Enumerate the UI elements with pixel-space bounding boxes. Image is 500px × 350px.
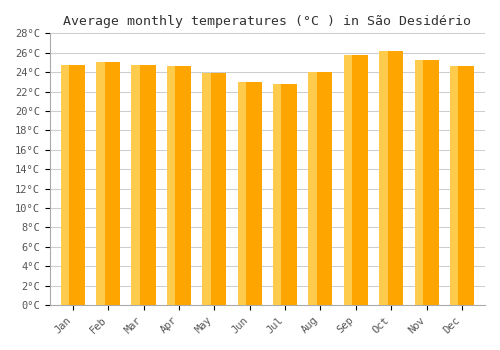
Bar xyxy=(344,55,368,305)
Bar xyxy=(167,66,191,305)
Bar xyxy=(450,66,458,305)
Bar xyxy=(202,73,210,305)
Bar xyxy=(308,72,317,305)
Bar xyxy=(379,51,404,305)
Bar xyxy=(96,62,104,305)
Bar xyxy=(414,61,438,305)
Bar xyxy=(167,66,175,305)
Title: Average monthly temperatures (°C ) in São Desidério: Average monthly temperatures (°C ) in Sã… xyxy=(64,15,472,28)
Bar xyxy=(60,65,85,305)
Bar xyxy=(450,66,474,305)
Bar xyxy=(344,55,352,305)
Bar xyxy=(238,82,246,305)
Bar xyxy=(273,84,297,305)
Bar xyxy=(96,62,120,305)
Bar xyxy=(379,51,388,305)
Bar xyxy=(202,73,226,305)
Bar xyxy=(132,65,156,305)
Bar xyxy=(308,72,332,305)
Bar xyxy=(273,84,281,305)
Bar xyxy=(414,61,423,305)
Bar xyxy=(132,65,140,305)
Bar xyxy=(238,82,262,305)
Bar xyxy=(60,65,69,305)
